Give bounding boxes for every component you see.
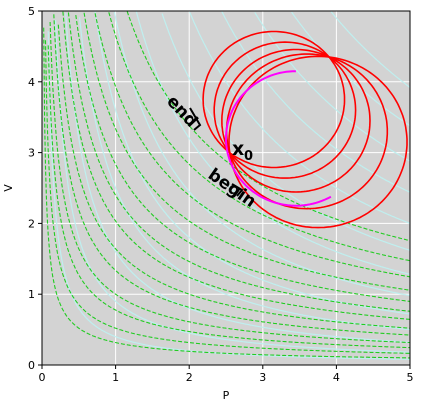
begin-arrow-icon	[231, 183, 244, 197]
adiabat-line	[67, 12, 410, 312]
y-tick-label: 0	[28, 359, 35, 372]
plot-frame	[41, 10, 411, 366]
y-tick-label: 5	[28, 5, 35, 18]
isotherm-line	[221, 11, 411, 193]
y-axis-label: V	[2, 184, 15, 192]
x-axis: 0 1 2 3 4 5	[39, 365, 414, 384]
adiabat-line	[62, 11, 411, 320]
start-point-subscript: 0	[244, 149, 253, 164]
adiabat-line	[53, 14, 410, 336]
adiabat-line	[47, 45, 410, 349]
isotherm-line	[65, 13, 410, 343]
cycle-circle	[228, 55, 408, 229]
y-tick-label: 2	[28, 217, 35, 230]
isotherm-series	[47, 11, 411, 360]
y-axis: 0 1 2 3 4 5	[28, 5, 42, 372]
adiabat-line	[108, 12, 411, 262]
isotherm-line	[113, 11, 411, 297]
adiabat-line	[43, 27, 410, 359]
x-tick-label: 0	[39, 371, 46, 384]
start-point-label: x	[232, 138, 244, 160]
adiabat-line	[44, 40, 410, 354]
isotherm-line	[78, 17, 411, 331]
adiabat-line	[49, 21, 411, 344]
y-tick-label: 3	[28, 147, 35, 160]
y-tick-label: 1	[28, 288, 35, 301]
y-tick-label: 4	[28, 76, 35, 89]
cycle-circle	[202, 30, 346, 169]
adiabat-series	[43, 11, 411, 359]
isotherm-line	[135, 11, 411, 275]
end-arrow-icon	[189, 107, 202, 131]
cycle-circle	[213, 41, 357, 179]
x-tick-label: 1	[112, 371, 119, 384]
x-tick-label: 4	[333, 371, 340, 384]
x-axis-label: P	[223, 389, 230, 402]
isotherm-line	[55, 19, 411, 353]
isotherm-line	[330, 11, 411, 88]
start-point-annotation: x 0	[232, 138, 253, 164]
adiabat-line	[57, 24, 411, 329]
highlight-arc-line	[225, 70, 332, 207]
isotherm-line	[94, 11, 411, 315]
isotherm-line	[291, 11, 411, 127]
x-tick-label: 5	[407, 371, 414, 384]
x-tick-label: 2	[186, 371, 193, 384]
highlight-arc	[225, 70, 332, 207]
adiabat-line	[94, 13, 411, 278]
adiabat-line	[75, 15, 411, 302]
x-tick-label: 3	[259, 371, 266, 384]
